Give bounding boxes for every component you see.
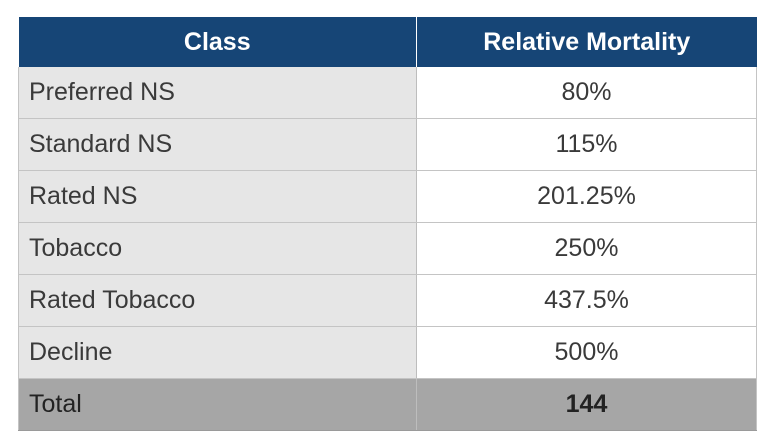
table-row: Preferred NS 80% — [18, 67, 757, 119]
class-cell: Decline — [18, 326, 417, 379]
table-header-row: Class Relative Mortality — [18, 17, 757, 67]
mortality-cell: 500% — [416, 326, 757, 379]
class-cell: Preferred NS — [18, 67, 417, 119]
class-cell: Standard NS — [18, 118, 417, 171]
total-row: Total 144 — [18, 378, 757, 431]
relative-mortality-table: Class Relative Mortality Preferred NS 80… — [18, 17, 757, 431]
column-header-relative-mortality: Relative Mortality — [416, 17, 757, 67]
class-cell: Rated NS — [18, 170, 417, 223]
table-row: Standard NS 115% — [18, 118, 757, 171]
table-row: Decline 500% — [18, 326, 757, 379]
mortality-cell: 80% — [416, 67, 757, 119]
total-value: 144 — [416, 378, 757, 431]
class-cell: Rated Tobacco — [18, 274, 417, 327]
mortality-cell: 115% — [416, 118, 757, 171]
class-cell: Tobacco — [18, 222, 417, 275]
mortality-cell: 201.25% — [416, 170, 757, 223]
table-row: Rated NS 201.25% — [18, 170, 757, 223]
mortality-cell: 437.5% — [416, 274, 757, 327]
table-row: Tobacco 250% — [18, 222, 757, 275]
total-label: Total — [18, 378, 417, 431]
mortality-cell: 250% — [416, 222, 757, 275]
column-header-class: Class — [18, 17, 417, 67]
table-row: Rated Tobacco 437.5% — [18, 274, 757, 327]
